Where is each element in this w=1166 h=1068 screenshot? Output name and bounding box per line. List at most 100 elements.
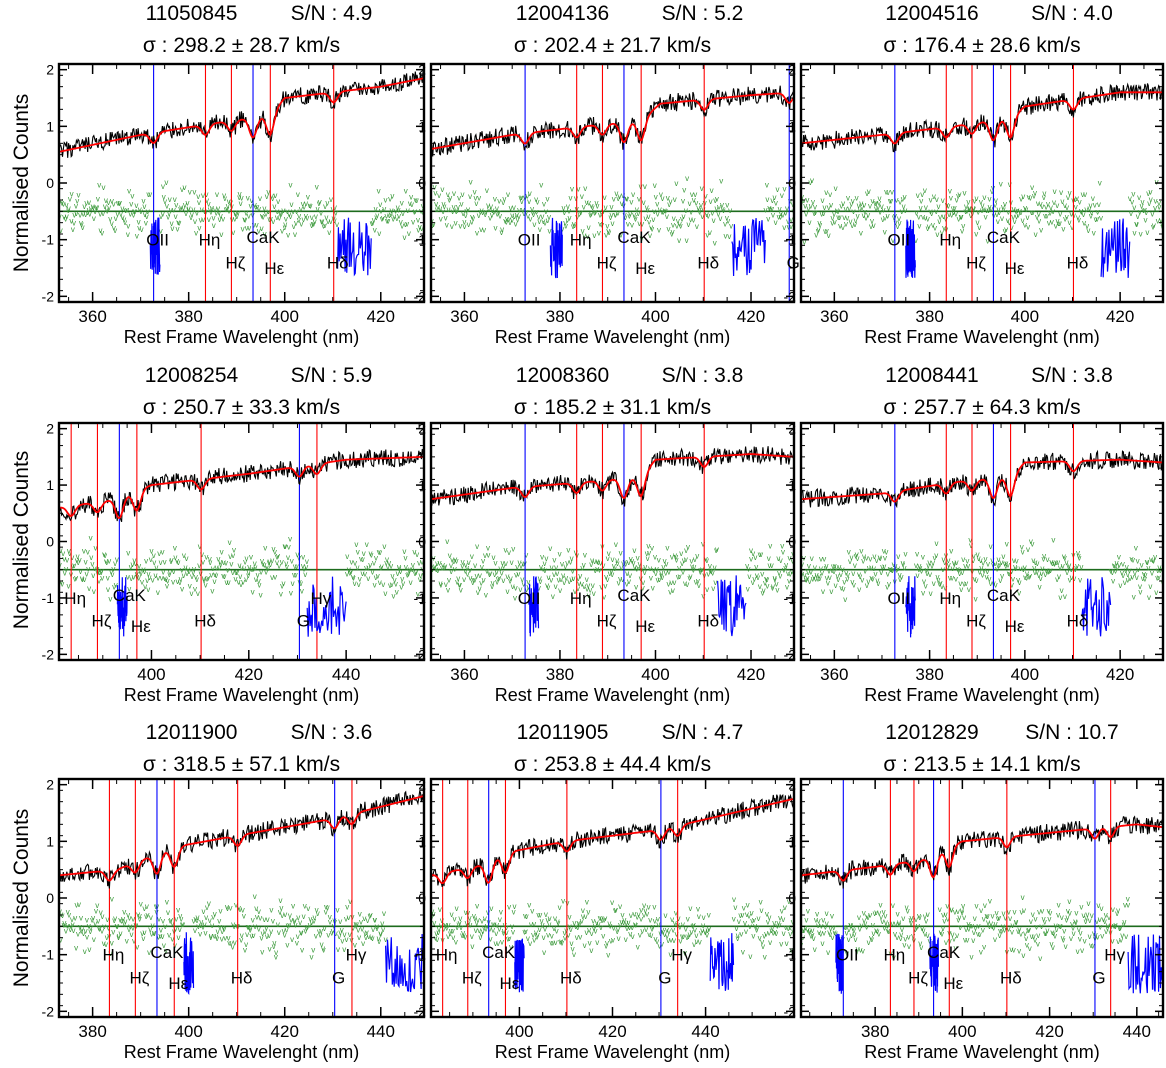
residual-point: v [471,578,475,587]
residual-point: v [834,563,838,572]
residual-point: v [784,923,788,932]
residual-point: v [447,576,451,585]
residual-point: v [225,204,229,213]
residual-point: v [701,591,705,600]
residual-point: v [478,584,482,593]
residual-point: v [636,564,640,573]
residual-point: v [1118,924,1122,933]
residual-point: v [319,209,323,218]
residual-point: v [551,592,555,601]
residual-point: v [761,942,765,951]
residual-point: v [475,542,479,551]
residual-point: v [265,932,269,941]
residual-point: v [946,201,950,210]
residual-point: v [892,213,896,222]
residual-point: v [521,206,525,215]
residual-point: v [705,230,709,239]
residual-point: v [538,577,542,586]
residual-point: v [672,936,676,945]
residual-point: v [829,587,833,596]
residual-point: v [247,922,251,931]
residual-point: v [572,918,576,927]
residual-point: v [242,564,246,573]
residual-point: v [163,557,167,566]
residual-point: v [179,575,183,584]
residual-point: v [1028,944,1032,953]
residual-point: v [628,571,632,580]
residual-point: v [543,566,547,575]
residual-point: v [103,202,107,211]
residual-point: v [805,196,809,205]
residual-point: v [200,550,204,559]
residual-point: v [876,203,880,212]
residual-point: v [875,556,879,565]
residual-point: v [918,939,922,948]
residual-point: v [379,206,383,215]
residual-point: v [1123,901,1127,910]
residual-point: v [537,583,541,592]
residual-point: v [488,214,492,223]
residual-point: v [263,543,267,552]
residual-point: v [701,539,705,548]
residual-point: v [231,943,235,952]
residual-point: v [358,909,362,918]
residual-point: v [257,576,261,585]
residual-point: v [781,915,785,924]
residual-point: v [354,920,358,929]
residual-point: v [1160,223,1164,232]
residual-point: v [267,207,271,216]
residual-point: v [883,214,887,223]
xlabel: Rest Frame Wavelenght (nm) [495,1042,730,1062]
residual-point: v [963,561,967,570]
residual-point: v [1096,208,1100,217]
residual-point: v [941,555,945,564]
residual-point: v [1083,936,1087,945]
residual-point: v [757,914,761,923]
residual-point: v [902,202,906,211]
x-tick-label: 440 [1123,1022,1151,1041]
residual-point: v [879,568,883,577]
residual-point: v [90,560,94,569]
residual-point: v [1153,553,1157,562]
residual-point: v [658,575,662,584]
residual-point: v [390,192,394,201]
residual-point: v [962,189,966,198]
residual-point: v [468,192,472,201]
residual-point: v [751,931,755,940]
residual-point: v [519,562,523,571]
residual-point: v [1034,914,1038,923]
residual-point: v [520,193,524,202]
residual-point: v [220,548,224,557]
residual-point: v [1048,908,1052,917]
residual-point: v [249,553,253,562]
residual-point: v [677,563,681,572]
residual-point: v [930,209,934,218]
residual-point: v [293,230,297,239]
residual-point: v [1033,558,1037,567]
residual-point: v [198,930,202,939]
residual-point: v [240,931,244,940]
residual-point: v [657,555,661,564]
residual-point: v [713,578,717,587]
residual-point: v [984,555,988,564]
residual-point: v [963,935,967,944]
residual-point: v [1066,193,1070,202]
spectrum-panel: 12012829 S/N : 10.7σ : 213.5 ± 14.1 km/sv… [784,721,1165,1062]
residual-point: v [952,208,956,217]
residual-point: v [987,194,991,203]
residual-point: v [965,207,969,216]
residual-point: v [576,584,580,593]
residual-point: v [955,558,959,567]
residual-point: v [216,204,220,213]
residual-point: v [137,574,141,583]
residual-point: v [765,582,769,591]
residual-point: v [255,203,259,212]
panel-sn: S/N : 5.9 [291,364,373,387]
residual-point: v [532,220,536,229]
residual-point: v [433,188,437,197]
residual-point: v [465,563,469,572]
residual-point: v [705,585,709,594]
residual-point: v [213,910,217,919]
residual-point: v [107,203,111,212]
residual-point: v [252,565,256,574]
